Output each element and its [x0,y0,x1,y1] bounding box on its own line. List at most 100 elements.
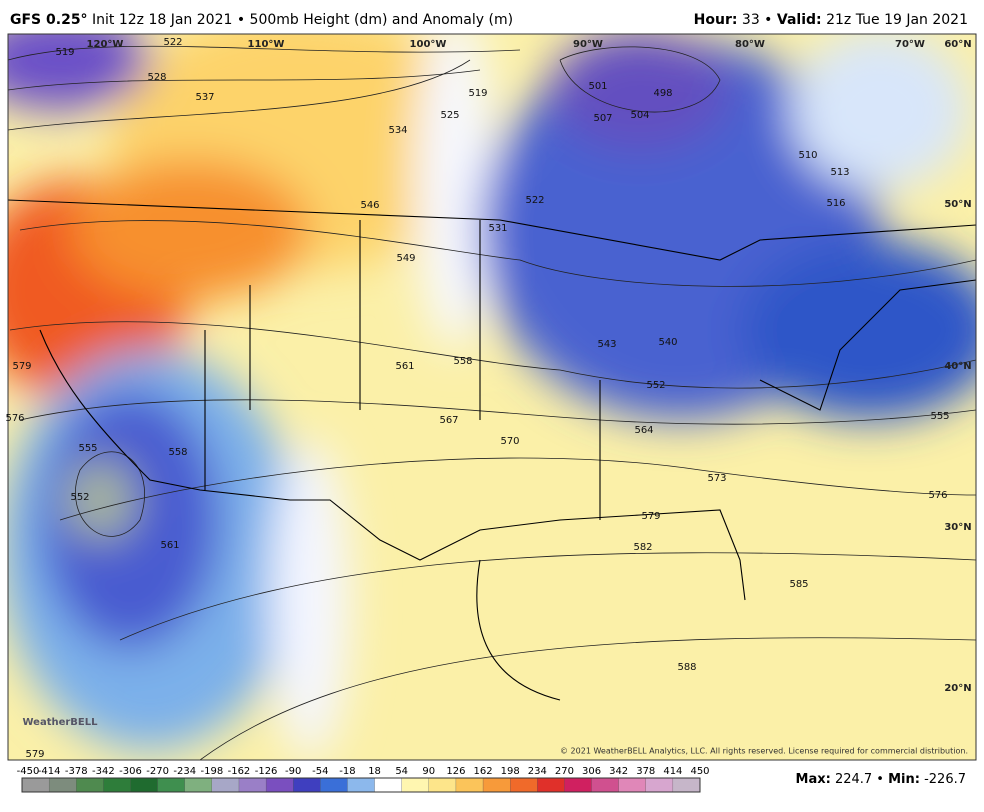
contour-label: 522 [163,37,182,48]
colorbar-frame [21,777,701,793]
contour-label: 519 [468,88,487,99]
contour-label: 555 [78,443,97,454]
contour-label: 537 [195,92,214,103]
colorbar-swatch [618,777,647,793]
colorbar-label: -342 [92,766,115,777]
contour-label: 519 [55,47,74,58]
contour-label: 501 [588,81,607,92]
latitude-label: 40°N [944,361,971,372]
colorbar-swatch [184,777,213,793]
longitude-label: 70°W [895,39,925,50]
text-segment: 21z Tue 19 Jan 2021 [822,12,968,28]
colorbar-label: 198 [501,766,520,777]
contour-label: 570 [500,436,519,447]
longitude-label: 90°W [573,39,603,50]
colorbar-label: -54 [312,766,328,777]
logo: WeatherBELL [22,717,98,728]
text-segment: Valid: [777,12,822,28]
colorbar-swatch [591,777,620,793]
contour-label: 585 [789,579,808,590]
colorbar-label: -126 [255,766,278,777]
contour-label: 555 [930,411,949,422]
longitude-label: 100°W [410,39,447,50]
colorbar-label: 342 [609,766,628,777]
colorbar-label: -234 [173,766,196,777]
colorbar-label: -378 [65,766,88,777]
contour-label: 579 [25,749,44,760]
borders [8,199,976,701]
colorbar-label: 378 [636,766,655,777]
contour-label: 567 [439,415,458,426]
colorbar-swatch [428,777,457,793]
colorbar-swatch [293,777,321,793]
contour-label: 573 [707,473,726,484]
latitude-label: 50°N [944,199,971,210]
colorbar-swatch [672,777,701,793]
anomaly-field [8,34,976,760]
longitude-label: 80°W [735,39,765,50]
colorbar-swatch [48,777,77,793]
text-segment: Hour: [694,12,738,28]
colorbar-swatch [211,777,240,793]
map-frame [7,33,977,761]
colorbar-label: 306 [582,766,601,777]
colorbar-label: 270 [555,766,574,777]
colorbar-label: -270 [146,766,169,777]
longitude-label: 120°W [87,39,124,50]
contour-label: 582 [633,542,652,553]
colorbar-label: 54 [395,766,408,777]
colorbar-label: 162 [473,766,492,777]
contour-label: 510 [798,150,817,161]
contour-label: 558 [168,447,187,458]
contour-label: 513 [830,167,849,178]
contour-label: 576 [5,413,24,424]
colorbar-label: 90 [422,766,435,777]
text-segment: GFS 0.25° [10,12,88,28]
colorbar-label: -198 [200,766,223,777]
contour-label: 498 [653,88,672,99]
contour-label: 549 [396,253,415,264]
contour-label: 528 [147,72,166,83]
colorbar-swatch [76,777,104,793]
colorbar-swatch [103,777,131,793]
contour-label: 552 [646,380,665,391]
copyright: © 2021 WeatherBELL Analytics, LLC. All r… [560,747,968,756]
contour-label: 534 [388,125,407,136]
colorbar-swatch [455,777,484,793]
colorbar-swatch [374,777,403,793]
colorbar-swatch [645,777,674,793]
colorbar-swatch [21,777,50,793]
stats: Max: 224.7 • Min: -226.7 [796,772,966,787]
colorbar-swatch [401,777,430,793]
colorbar-label: 18 [368,766,381,777]
colorbar-swatch [320,777,348,793]
contour-label: 507 [593,113,612,124]
colorbar-swatch [238,777,267,793]
colorbar-label: 126 [446,766,465,777]
contour-label: 561 [160,540,179,551]
text-segment: 33 • [737,12,776,28]
contour-label: 579 [641,511,660,522]
colorbar-label: 450 [690,766,709,777]
height-contours [8,45,976,760]
contour-label: 564 [634,425,653,436]
contour-label: 558 [453,356,472,367]
contour-label: 588 [677,662,696,673]
colorbar-swatch [564,777,592,793]
text-segment: Init 12z 18 Jan 2021 • 500mb Height (dm)… [88,12,514,28]
text-segment: Min: [888,772,920,787]
contour-label: 579 [12,361,31,372]
colorbar-swatch [537,777,565,793]
colorbar-label: 234 [528,766,547,777]
text-segment: -226.7 [920,772,966,787]
contour-label: 543 [597,339,616,350]
colorbar-label: -90 [285,766,301,777]
longitude-label: 110°W [248,39,285,50]
colorbar-swatch [265,777,294,793]
title: GFS 0.25° Init 12z 18 Jan 2021 • 500mb H… [10,12,513,28]
contour-label: 525 [440,110,459,121]
contour-label: 531 [488,223,507,234]
text-segment: 224.7 • [831,772,888,787]
